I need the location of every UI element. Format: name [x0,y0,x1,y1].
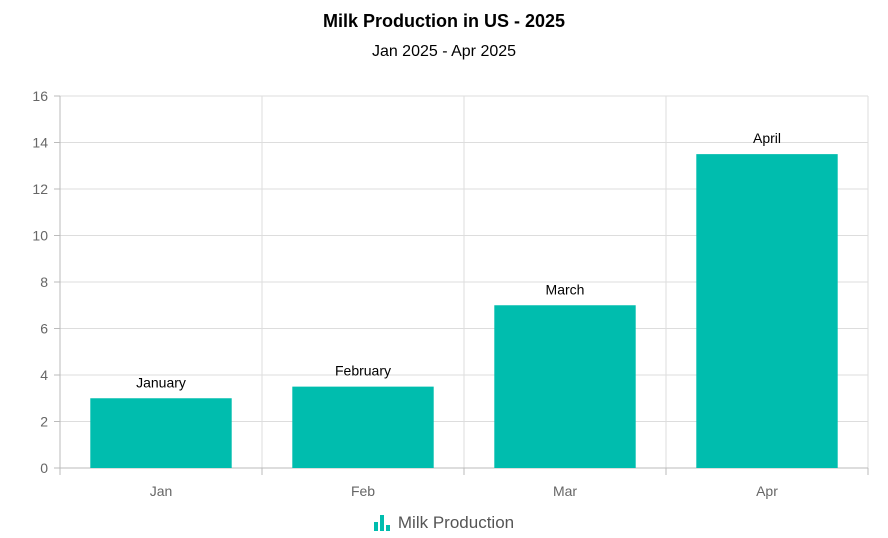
data-label: April [753,130,781,146]
bar-chart-icon [373,515,390,531]
bar-apr[interactable] [696,154,838,468]
bars [90,154,838,468]
x-tick-label: Feb [351,483,375,499]
y-tick-label: 8 [40,274,48,290]
data-label: March [546,281,585,297]
x-tick-label: Jan [150,483,173,499]
y-tick-label: 6 [40,321,48,337]
labels: Jan January Feb February Mar March Apr April [136,130,781,499]
y-tick-label: 16 [32,88,48,104]
bar-chart-plot: 0 2 4 6 8 10 12 14 16 Jan January Feb February Mar Ma… [32,88,869,499]
y-tick-label: 2 [40,414,48,430]
chart-subtitle: Jan 2025 - Apr 2025 [371,43,517,60]
bar-mar[interactable] [494,305,636,468]
y-tick-label: 4 [40,367,48,383]
data-label: February [335,363,391,379]
y-tick-label: 0 [40,460,48,476]
x-tick-label: Mar [553,483,577,499]
bar-jan[interactable] [90,398,232,468]
y-tick-label: 14 [32,135,48,151]
y-tick-label: 10 [32,228,48,244]
legend-label: Milk Production [397,513,515,532]
bar-feb[interactable] [292,386,434,468]
y-tick-label: 12 [32,181,48,197]
chart-title: Milk Production in US - 2025 [322,11,566,31]
x-tick-label: Apr [756,483,778,499]
legend[interactable]: Milk Production [0,512,888,534]
data-label: January [136,374,186,390]
